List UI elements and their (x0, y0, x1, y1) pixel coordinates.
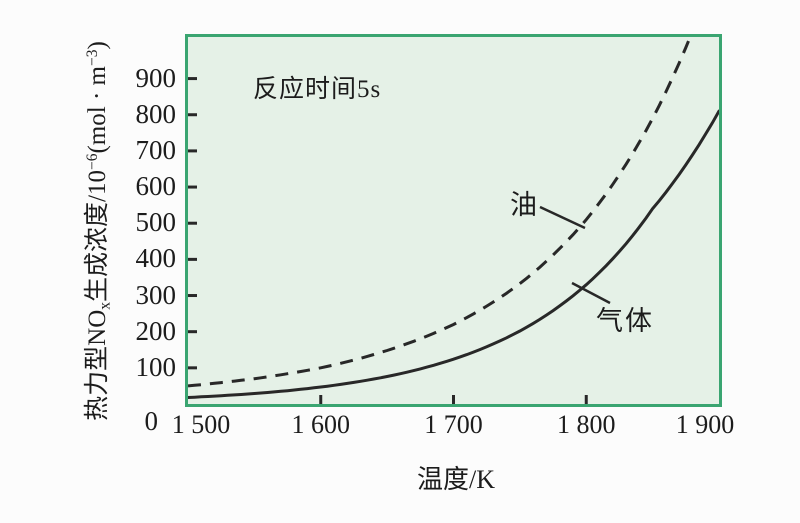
x-tick-label: 1 800 (557, 410, 616, 439)
y-tick-label: 0 (144, 406, 159, 436)
x-tick-label: 1 500 (171, 410, 231, 439)
y-tick-label: 800 (135, 98, 177, 129)
y-tick-label: 700 (135, 134, 177, 165)
y-tick-label: 900 (135, 62, 177, 93)
plot-area: 反应时间5s 油 气体 (185, 34, 722, 407)
y-tick-label: 200 (135, 315, 177, 346)
x-tick-label: 1 900 (675, 410, 735, 439)
y-tick-label: 400 (135, 243, 177, 274)
gas-curve-label: 气体 (596, 306, 654, 336)
gas-curve (188, 109, 719, 399)
oil-callout-line (539, 205, 586, 230)
y-tick-label: 600 (135, 171, 177, 202)
curves-svg (188, 37, 719, 404)
x-tick-label: 1 700 (424, 410, 483, 439)
y-axis-title-text: ) (83, 41, 111, 50)
y-tick-label: 500 (135, 207, 177, 238)
oil-curve (188, 37, 692, 388)
y-tick-label: 300 (135, 279, 177, 310)
y-tick-label: 100 (135, 351, 177, 382)
reaction-time-annotation: 反应时间5s (253, 76, 382, 103)
oil-curve-label: 油 (510, 190, 539, 220)
x-tick-label: 1 600 (291, 410, 351, 439)
x-axis-title: 温度/K (416, 465, 495, 494)
gas-callout-line (571, 281, 611, 305)
